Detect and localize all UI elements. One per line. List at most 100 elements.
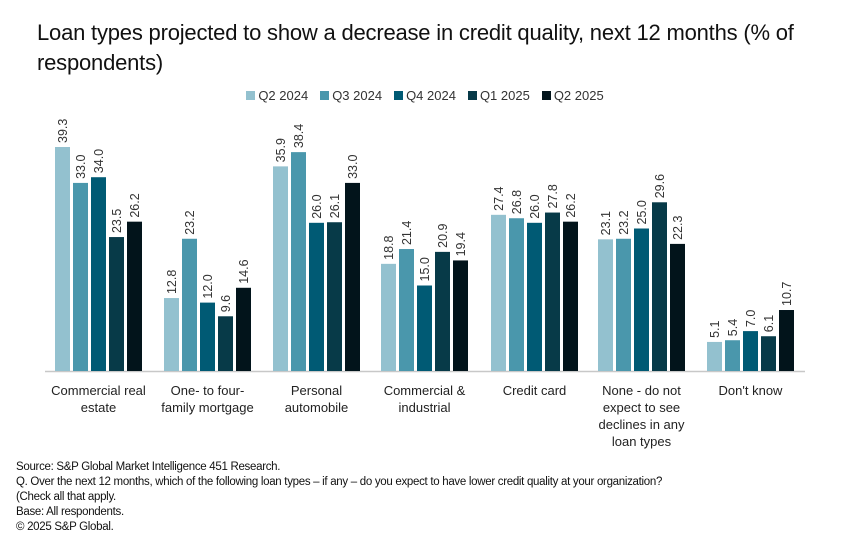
category-label-line: None - do not xyxy=(602,383,681,398)
data-label: 33.0 xyxy=(74,155,88,179)
bar xyxy=(327,222,342,371)
category-label-line: Commercial real xyxy=(51,383,146,398)
bar xyxy=(91,177,106,371)
bar xyxy=(725,340,740,371)
category-label-line: loan types xyxy=(612,434,672,449)
bar xyxy=(491,214,506,371)
data-label: 34.0 xyxy=(92,149,106,173)
legend-item: Q2 2024 xyxy=(246,88,308,103)
bar xyxy=(73,182,88,371)
category-label: Commercial real estate xyxy=(51,383,146,415)
legend-swatch xyxy=(541,91,551,100)
category-label-line: Personal xyxy=(291,383,342,398)
data-label: 23.2 xyxy=(617,210,631,234)
bar xyxy=(381,263,396,371)
data-label: 29.6 xyxy=(653,174,667,198)
data-label: 23.2 xyxy=(183,210,197,234)
category-label: Personal automobile xyxy=(285,383,349,415)
bar xyxy=(345,182,360,371)
data-label: 15.0 xyxy=(418,257,432,281)
category-label: Don't know xyxy=(719,383,784,398)
base-note: Base: All respondents. xyxy=(16,506,124,518)
bar xyxy=(670,243,685,371)
data-label: 5.4 xyxy=(726,319,740,336)
question-note-continued: (Check all that apply. xyxy=(16,491,116,503)
bar xyxy=(109,237,124,371)
data-label: 26.0 xyxy=(310,194,324,218)
data-label: 27.8 xyxy=(546,184,560,208)
bar xyxy=(652,202,667,371)
category-label-line: industrial xyxy=(398,400,450,415)
bar xyxy=(55,147,70,371)
bar-chart: 39.3 33.0 34.0 23.5 26.2 Commercial real estat… xyxy=(45,119,805,449)
legend-swatch xyxy=(467,91,477,100)
category-label-line: Credit card xyxy=(503,383,567,398)
legend-label: Q3 2024 xyxy=(332,88,383,103)
legend-label: Q4 2024 xyxy=(406,88,456,103)
bar xyxy=(200,302,215,371)
data-label: 10.7 xyxy=(780,282,794,306)
copyright-note: © 2025 S&P Global. xyxy=(16,521,114,533)
data-label: 26.8 xyxy=(510,190,524,214)
legend-label: Q2 2025 xyxy=(553,88,604,103)
category-label-line: One- to four- xyxy=(171,383,245,398)
category-label: One- to four-family mortgage xyxy=(161,383,253,415)
bar xyxy=(509,218,524,371)
bar xyxy=(164,298,179,371)
bar xyxy=(236,287,251,371)
data-label: 12.0 xyxy=(201,274,215,298)
bar xyxy=(273,166,288,371)
category-label: Credit card xyxy=(503,383,567,398)
bar xyxy=(309,222,324,371)
data-label: 5.1 xyxy=(708,321,722,338)
category-label-line: declines in any xyxy=(599,417,685,432)
legend-swatch xyxy=(320,91,330,100)
data-label: 27.4 xyxy=(492,186,506,210)
legend-swatch xyxy=(246,91,256,100)
category-label-line: Commercial & xyxy=(384,383,466,398)
bar xyxy=(743,331,758,371)
data-label: 39.3 xyxy=(56,119,70,143)
legend-swatch xyxy=(394,91,404,100)
data-label: 23.1 xyxy=(599,211,613,235)
data-label: 12.8 xyxy=(165,270,179,294)
category-label: None - do not expect to see declines in an… xyxy=(599,383,685,449)
source-note: Source: S&P Global Market Intelligence 4… xyxy=(16,461,281,473)
data-label: 9.6 xyxy=(219,295,233,312)
data-label: 26.2 xyxy=(564,193,578,217)
legend-item: Q2 2025 xyxy=(541,88,604,103)
bar xyxy=(563,221,578,371)
bar xyxy=(707,341,722,371)
data-label: 19.4 xyxy=(454,232,468,256)
bar xyxy=(453,260,468,371)
data-label: 23.5 xyxy=(110,209,124,233)
data-label: 38.4 xyxy=(292,124,306,148)
bar xyxy=(127,221,142,371)
bar xyxy=(634,228,649,371)
legend-label: Q1 2025 xyxy=(479,88,530,103)
data-label: 22.3 xyxy=(671,216,685,240)
category-label-line: expect to see xyxy=(603,400,680,415)
data-label: 26.2 xyxy=(128,193,142,217)
data-label: 26.1 xyxy=(328,194,342,218)
bar xyxy=(417,285,432,371)
bar xyxy=(218,316,233,371)
bar xyxy=(527,222,542,371)
legend-item: Q1 2025 xyxy=(467,88,530,103)
question-note: Q. Over the next 12 months, which of the… xyxy=(16,476,663,488)
bar xyxy=(779,310,794,371)
data-label: 26.0 xyxy=(528,194,542,218)
bar xyxy=(182,238,197,371)
data-label: 7.0 xyxy=(744,310,758,327)
data-label: 20.9 xyxy=(436,223,450,247)
data-label: 35.9 xyxy=(274,138,288,162)
data-label: 33.0 xyxy=(346,155,360,179)
legend-item: Q3 2024 xyxy=(320,88,382,103)
bar xyxy=(761,336,776,371)
data-label: 25.0 xyxy=(635,200,649,224)
legend: Q2 2024 Q3 2024 Q4 2024 Q1 2025 Q2 2025 xyxy=(0,88,850,103)
bar xyxy=(545,212,560,371)
data-label: 18.8 xyxy=(382,235,396,259)
bar xyxy=(598,239,613,371)
category-label-line: estate xyxy=(81,400,116,415)
